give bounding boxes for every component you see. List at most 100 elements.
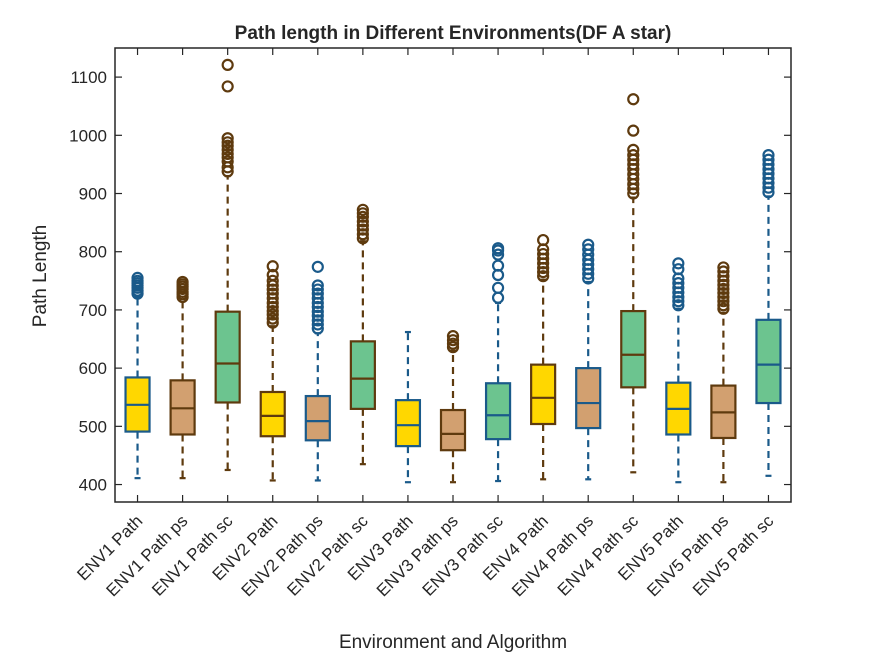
outlier-point — [311, 287, 324, 300]
box-3 — [214, 58, 241, 472]
outlier-point — [131, 271, 144, 285]
outlier-point — [717, 278, 730, 291]
outlier-point — [762, 148, 775, 162]
outlier-point — [491, 248, 505, 261]
outlier-point — [266, 300, 279, 314]
box-6 — [349, 203, 376, 466]
box-2 — [169, 275, 196, 480]
x-axis-label: Environment and Algorithm — [339, 632, 567, 653]
outlier-point — [672, 277, 685, 290]
outlier-point — [717, 261, 730, 274]
outlier-point — [266, 287, 279, 300]
outlier-point — [717, 291, 730, 304]
outlier-point — [266, 260, 279, 273]
box-body — [394, 399, 422, 448]
outlier-point — [672, 257, 685, 270]
box-body — [484, 382, 512, 441]
outlier-point — [537, 265, 550, 279]
box-5 — [304, 260, 331, 482]
outlier-point — [221, 132, 234, 145]
outlier-point — [627, 148, 640, 162]
outlier-point — [221, 136, 234, 149]
box-body — [259, 390, 286, 438]
outlier-point — [717, 265, 730, 278]
outlier-point — [717, 270, 730, 283]
box-body — [530, 363, 557, 426]
outlier-point — [582, 243, 595, 256]
outlier-point — [266, 268, 279, 282]
outlier-point — [627, 124, 640, 137]
chart-title: Path length in Different Environments(DF… — [235, 23, 672, 44]
outlier-point — [356, 223, 369, 236]
box-13 — [665, 257, 692, 484]
outlier-point — [311, 309, 324, 322]
outlier-point — [356, 215, 369, 228]
y-tick-label: 800 — [79, 243, 107, 262]
outlier-point — [176, 275, 189, 289]
outlier-point — [221, 143, 234, 156]
outlier-point — [672, 263, 685, 276]
outlier-point — [762, 153, 775, 166]
outlier-point — [717, 299, 730, 312]
y-tick-label: 600 — [79, 359, 107, 378]
outlier-point — [627, 143, 640, 156]
outlier-point — [311, 283, 324, 296]
box-body — [349, 340, 376, 410]
box-body — [575, 367, 602, 430]
box-10 — [530, 233, 557, 481]
box-body — [304, 394, 331, 442]
outlier-point — [311, 292, 324, 305]
outlier-point — [311, 260, 324, 273]
box-8 — [439, 330, 467, 484]
y-axis-label: Path Length — [30, 225, 51, 327]
outlier-point — [221, 58, 234, 71]
outlier-point — [672, 295, 685, 308]
y-tick-label: 900 — [79, 185, 107, 204]
box-1 — [124, 271, 151, 480]
box-body — [620, 309, 647, 389]
outlier-point — [221, 80, 234, 93]
outlier-point — [311, 318, 324, 331]
outlier-point — [446, 330, 460, 343]
outlier-point — [311, 300, 324, 314]
y-tick-label: 1100 — [70, 68, 107, 87]
box-7 — [394, 330, 422, 484]
box-15 — [755, 148, 782, 477]
box-9 — [484, 242, 512, 483]
outlier-point — [627, 93, 640, 106]
box-11 — [575, 238, 602, 481]
outlier-point — [356, 228, 369, 241]
outlier-point — [311, 305, 324, 318]
outlier-point — [537, 270, 550, 283]
box-4 — [259, 260, 286, 482]
outlier-point — [537, 233, 550, 247]
plot-area — [124, 58, 782, 484]
outlier-point — [311, 314, 324, 327]
outlier-point — [717, 295, 730, 308]
outlier-point — [266, 304, 279, 318]
y-tick-label: 1000 — [69, 126, 107, 145]
y-tick-label: 500 — [79, 417, 107, 436]
outlier-point — [356, 203, 369, 216]
outlier-point — [311, 279, 324, 292]
box-body — [439, 408, 467, 452]
outlier-point — [672, 299, 685, 312]
box-body — [214, 310, 241, 404]
outlier-point — [221, 155, 234, 168]
outlier-point — [266, 312, 279, 325]
box-12 — [620, 93, 647, 474]
outlier-point — [582, 238, 595, 251]
box-14 — [710, 261, 737, 484]
outlier-point — [717, 282, 730, 296]
outlier-point — [446, 334, 460, 347]
outlier-point — [537, 247, 550, 261]
outlier-point — [266, 283, 279, 296]
outlier-point — [266, 274, 279, 287]
x-tick-label: ENV5 Path sc — [689, 511, 778, 600]
outlier-point — [717, 286, 730, 300]
outlier-point — [491, 291, 505, 304]
outlier-point — [311, 322, 324, 335]
outlier-point — [266, 316, 279, 329]
